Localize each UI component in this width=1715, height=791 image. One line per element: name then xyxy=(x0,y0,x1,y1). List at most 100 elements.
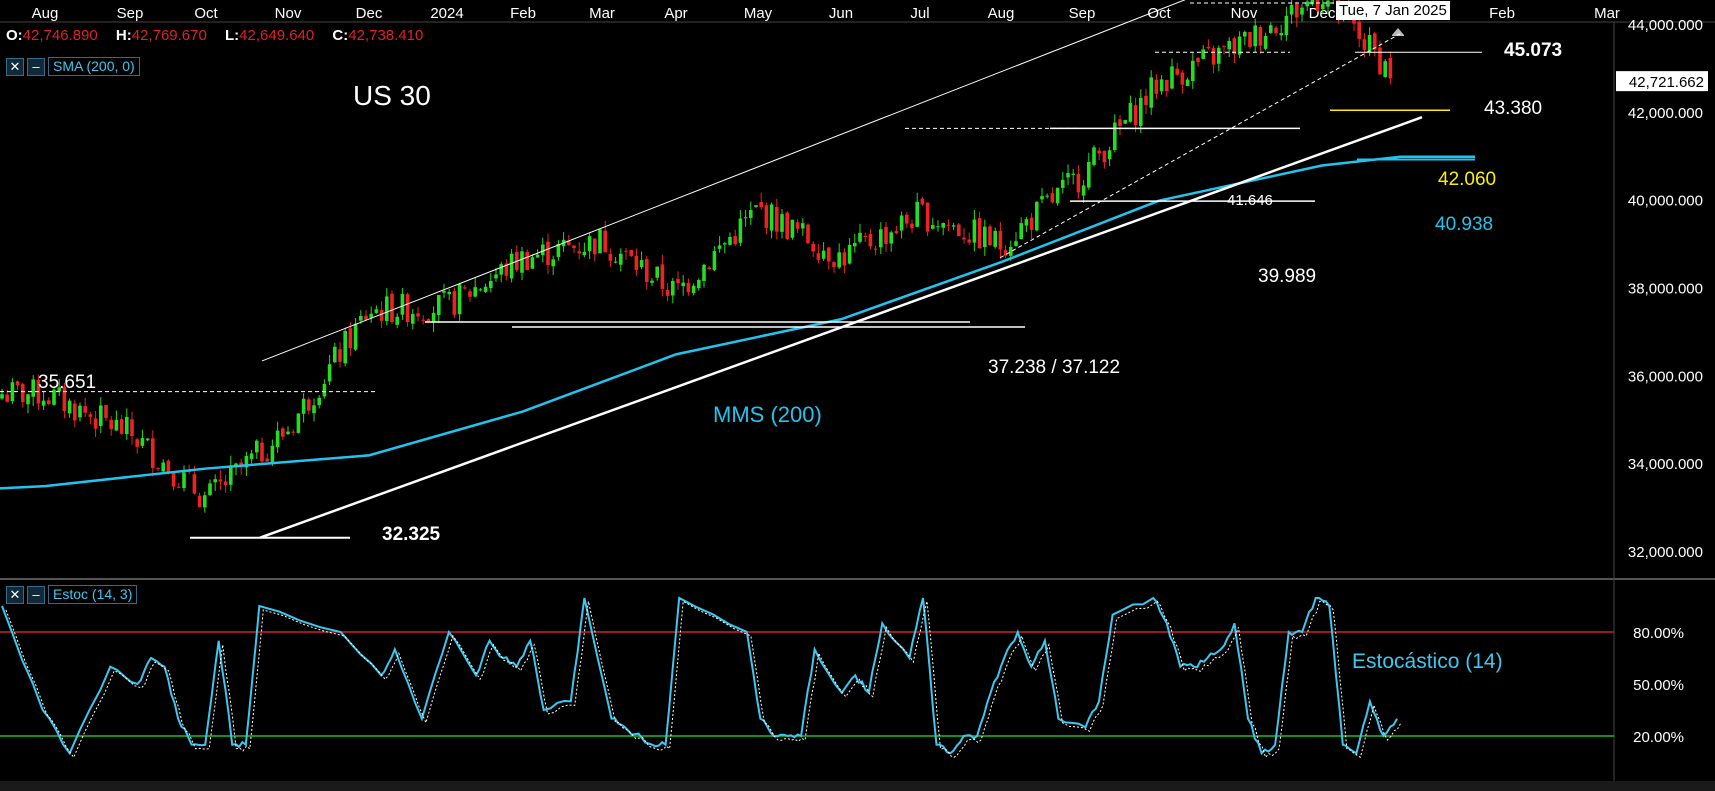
candle-body xyxy=(650,280,654,283)
candle-body xyxy=(1321,4,1325,9)
upper-channel-line xyxy=(261,0,1186,362)
candle-body xyxy=(645,258,649,283)
candle-body xyxy=(1310,0,1315,5)
candle-body xyxy=(52,389,56,405)
candle-body xyxy=(1289,4,1294,15)
candle-body xyxy=(1076,173,1081,193)
candle-body xyxy=(660,264,665,289)
candle-body xyxy=(1175,68,1179,75)
candle-body xyxy=(1066,173,1070,178)
candle-body xyxy=(764,205,769,228)
candle-body xyxy=(847,244,852,264)
candle-body xyxy=(811,243,815,252)
candle-body xyxy=(114,419,119,431)
candle-body xyxy=(130,419,134,437)
candle-body xyxy=(109,419,113,430)
candle-body xyxy=(390,293,394,322)
candle-body xyxy=(47,400,51,404)
candle-body xyxy=(1274,27,1278,34)
candle-body xyxy=(993,230,997,247)
candle-body xyxy=(1279,33,1283,36)
x-tick-label: Oct xyxy=(194,5,218,22)
candle-body xyxy=(587,236,592,251)
candle-body xyxy=(837,252,841,268)
bottom-scrollbar xyxy=(0,781,1715,791)
candle-body xyxy=(879,229,883,248)
candle-body xyxy=(1050,193,1055,203)
candle-body xyxy=(312,405,316,414)
candle-body xyxy=(447,291,451,295)
candle-body xyxy=(31,379,35,397)
candle-body xyxy=(317,397,321,406)
x-tick-label: Jul xyxy=(910,5,929,22)
sma-minimize-icon[interactable]: ‒ xyxy=(27,57,45,76)
candle-body xyxy=(1357,21,1361,39)
candle-body xyxy=(769,204,774,231)
candle-body xyxy=(1149,77,1153,108)
candle-body xyxy=(1003,250,1008,256)
candle-body xyxy=(1362,39,1367,50)
y-tick-label: 38,000.000 xyxy=(1628,281,1703,298)
candle-body xyxy=(213,479,217,483)
stoch-close-icon[interactable]: ✕ xyxy=(6,585,24,604)
stoch-indicator-label[interactable]: Estoc (14, 3) xyxy=(48,585,138,604)
y-tick-label: 44,000.000 xyxy=(1628,17,1703,34)
candle-body xyxy=(593,238,597,255)
candle-body xyxy=(1144,95,1148,106)
candle-body xyxy=(624,250,628,252)
annotation-45073: 45.073 xyxy=(1504,40,1562,61)
candle-body xyxy=(93,418,98,429)
candle-body xyxy=(374,309,379,313)
candle-body xyxy=(1107,150,1112,160)
candle-body xyxy=(717,245,722,249)
x-tick-label: Mar xyxy=(589,5,615,22)
candle-body xyxy=(530,257,535,269)
sma-indicator-label[interactable]: SMA (200, 0) xyxy=(48,57,140,76)
candle-body xyxy=(936,226,940,228)
x-tick-label: Sep xyxy=(1069,5,1096,22)
candle-body xyxy=(821,250,826,259)
candle-body xyxy=(603,230,607,253)
x-tick-label: Sep xyxy=(117,5,144,22)
ohlc-readout: O:42,746.890 H:42,769.670 L:42,649.640 C… xyxy=(6,27,437,44)
candle-body xyxy=(1014,241,1018,246)
chart-title: US 30 xyxy=(353,80,431,111)
candle-body xyxy=(385,296,389,322)
candle-body xyxy=(842,252,847,266)
stoch-k-line xyxy=(1,596,1398,756)
low-value: 42,649.640 xyxy=(239,27,315,44)
candle-body xyxy=(260,442,264,462)
candle-body xyxy=(1139,97,1143,126)
candle-body xyxy=(473,287,477,297)
candle-body xyxy=(223,481,228,486)
candle-body xyxy=(400,293,405,315)
candle-body xyxy=(1180,72,1185,85)
candle-body xyxy=(140,438,145,446)
annotation-37238-37122: 37.238 / 37.122 xyxy=(988,357,1120,378)
candle-body xyxy=(478,289,483,291)
candle-body xyxy=(894,231,899,234)
candle-body xyxy=(1388,57,1393,79)
candle-body xyxy=(1045,195,1049,197)
candle-body xyxy=(255,440,259,453)
crosshair-date-label: Tue, 7 Jan 2025 xyxy=(1336,1,1450,20)
candle-body xyxy=(967,239,971,243)
candle-body xyxy=(182,472,186,489)
candle-body xyxy=(863,235,867,237)
candle-body xyxy=(1024,219,1029,226)
candle-body xyxy=(161,462,165,472)
candle-body xyxy=(21,384,25,403)
candle-body xyxy=(613,261,618,263)
candle-body xyxy=(582,251,587,256)
x-tick-label: Dec xyxy=(1309,5,1336,22)
candle-body xyxy=(265,458,269,462)
stoch-minimize-icon[interactable]: ‒ xyxy=(27,585,45,604)
candle-body xyxy=(858,232,862,242)
sma-close-icon[interactable]: ✕ xyxy=(6,57,24,76)
candle-body xyxy=(1154,79,1159,94)
annotation-43380: 43.380 xyxy=(1484,98,1542,119)
osc-y-tick-label: 80.00% xyxy=(1633,625,1684,642)
candle-body xyxy=(509,253,514,279)
candle-body xyxy=(0,394,4,399)
